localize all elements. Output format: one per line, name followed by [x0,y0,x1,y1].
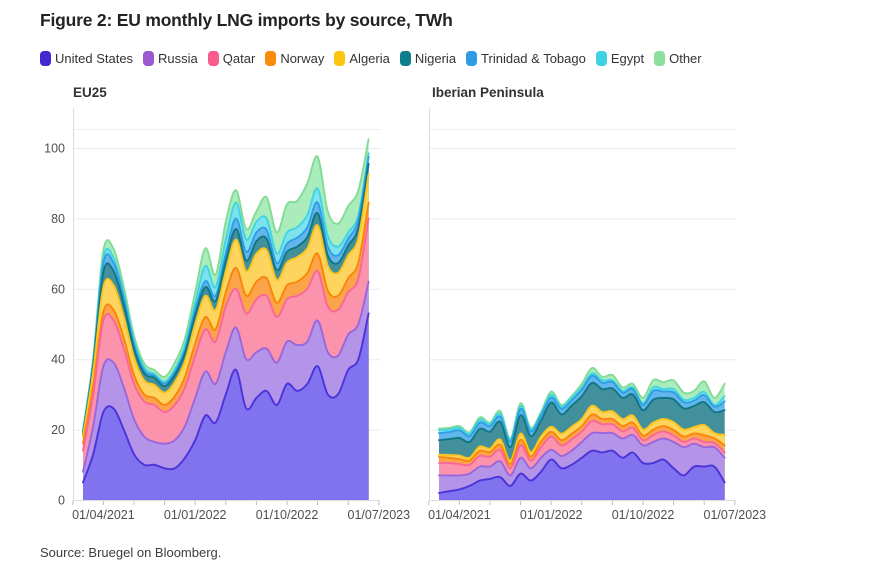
legend-swatch-icon [40,51,51,66]
legend-item-united-states: United States [40,51,133,66]
legend-label: Qatar [222,51,256,66]
legend-swatch-icon [207,51,219,66]
legend-item-norway: Norway [265,51,324,66]
legend-label: United States [55,51,134,66]
x-tick-label: 01/01/2022 [520,508,583,522]
area-stroke-united-states [438,449,726,494]
x-tick-label: 01/04/2021 [428,508,491,522]
figure-title: Figure 2: EU monthly LNG imports by sour… [40,10,453,30]
area-stroke-nigeria [82,162,370,436]
y-tick-label: 60 [51,282,65,296]
legend-swatch-icon [399,51,411,66]
area-stroke-trinidad-tobago [438,374,726,443]
area-stroke-qatar [438,419,726,470]
plot-iberia: 01/04/2021 01/01/2022 01/10/2022 01/07/2023 [428,108,766,522]
area-united-states [83,313,369,500]
legend-item-egypt: Egypt [595,51,645,66]
area-stroke-nigeria [438,381,726,449]
legend: United States Russia Qatar Norway Algeria Nig… [40,51,702,66]
x-tick-label: 01/04/2021 [72,508,135,522]
legend-item-other: Other [654,51,702,66]
legend-label: Other [669,51,702,66]
area-stroke-other [82,138,370,431]
legend-label: Trinidad & Tobago [481,51,586,66]
plot-eu25: 01/04/2021 01/01/2022 01/10/2022 01/07/2023… [44,108,410,522]
area-stroke-qatar [82,217,370,452]
area-stroke-norway [82,201,370,445]
legend-item-qatar: Qatar [207,51,256,66]
legend-label: Nigeria [414,51,457,66]
legend-label: Norway [280,51,325,66]
area-stroke-united-states [82,312,370,484]
y-tick-label: 40 [51,353,65,367]
area-stroke-norway [438,413,726,466]
area-stroke-russia [438,431,726,477]
area-stroke-trinidad-tobago [82,155,370,434]
x-tick-label: 01/10/2022 [256,508,319,522]
area-stroke-other [438,367,726,440]
stacked-areas [82,138,370,500]
area-stroke-algeria [82,173,370,438]
legend-swatch-icon [334,51,346,66]
stacked-areas [438,367,726,500]
area-stroke-russia [82,280,370,473]
x-tick-label: 01/01/2022 [164,508,227,522]
y-tick-label: 20 [51,423,65,437]
legend-swatch-icon [595,51,607,66]
y-tick-label: 0 [58,494,65,508]
legend-swatch-icon [265,51,277,66]
legend-swatch-icon [143,51,155,66]
legend-item-trinidad-tobago: Trinidad & Tobago [466,51,586,66]
legend-label: Algeria [349,51,390,66]
legend-label: Egypt [610,51,645,66]
panel-title-iberia: Iberian Peninsula [432,85,544,100]
area-stroke-egypt [438,372,726,442]
legend-item-nigeria: Nigeria [399,51,457,66]
legend-item-algeria: Algeria [334,51,390,66]
legend-swatch-icon [466,51,478,66]
area-united-states [439,450,725,500]
y-tick-label: 80 [51,212,65,226]
source-note: Source: Bruegel on Bloomberg. [40,545,222,560]
y-tick-label: 100 [44,142,65,156]
x-tick-label: 01/07/2023 [348,508,411,522]
legend-label: Russia [158,51,198,66]
panel-title-eu25: EU25 [73,85,107,100]
legend-item-russia: Russia [143,51,198,66]
legend-swatch-icon [654,51,666,66]
area-stroke-algeria [438,404,726,462]
x-tick-label: 01/10/2022 [612,508,675,522]
x-tick-label: 01/07/2023 [704,508,767,522]
